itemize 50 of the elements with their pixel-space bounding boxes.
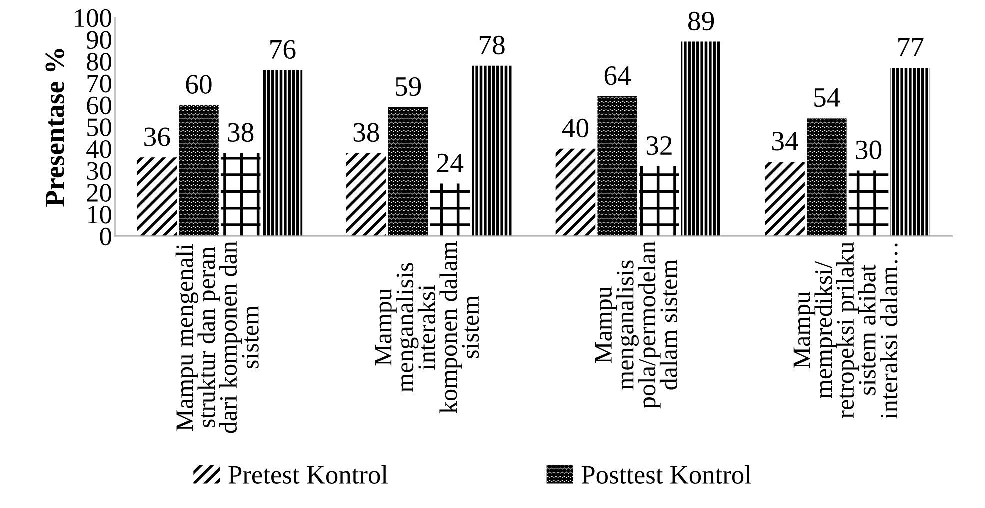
y-tick-label: 50: [88, 118, 112, 136]
data-label: 40: [562, 118, 589, 138]
data-label: 76: [270, 40, 296, 60]
bar: [598, 96, 638, 236]
data-label: 24: [437, 154, 464, 172]
legend-label: Pretest Kontrol: [228, 465, 388, 484]
bar: [681, 42, 722, 236]
bar: [137, 158, 177, 236]
y-tick-label: 10: [88, 206, 112, 224]
bar: [890, 68, 931, 236]
bar: [807, 118, 847, 236]
y-tick-label: 100: [75, 9, 112, 28]
bar: [220, 153, 261, 236]
bar: [388, 107, 428, 236]
data-label: 30: [856, 140, 882, 160]
data-label: 77: [898, 38, 924, 57]
y-tick-label: 40: [86, 140, 112, 158]
y-tick-label: 0: [100, 228, 112, 246]
x-tick-label: Mampu memprediksi/ retropeksi prilaku sistem akibat interaksi dalam…: [794, 242, 898, 419]
data-label: 36: [144, 128, 170, 146]
data-label: 38: [354, 123, 380, 142]
data-label: 59: [396, 77, 422, 96]
bar: [848, 170, 889, 236]
bar: [346, 153, 386, 236]
data-label: 34: [772, 132, 798, 151]
bar: [472, 66, 512, 236]
y-axis-title: Presentase %: [46, 49, 65, 207]
y-tick-label: 30: [87, 162, 112, 180]
data-label: 78: [480, 36, 505, 55]
bar: [430, 184, 470, 236]
y-tick-label: 60: [87, 96, 112, 115]
bar: [262, 70, 303, 236]
bar: [765, 162, 805, 236]
data-label: 54: [814, 88, 840, 108]
y-tick-label: 90: [86, 31, 112, 50]
data-label: 60: [186, 75, 212, 94]
y-tick-label: 70: [88, 74, 112, 93]
legend-label: Posttest Kontrol: [582, 465, 752, 484]
data-label: 38: [228, 123, 254, 142]
data-label: 89: [688, 12, 714, 31]
bar: [556, 148, 596, 236]
x-tick-label: Mampu menganalisis pola/permodelan dalam sistem: [595, 241, 678, 409]
data-label: 32: [646, 136, 672, 156]
y-tick-label: 80: [87, 53, 112, 71]
y-tick-label: 20: [87, 184, 112, 202]
data-label: 64: [604, 66, 632, 86]
bar: [179, 105, 219, 236]
x-tick-label: Mampu menganalisis interaksi komponen dalam sistem: [375, 241, 480, 414]
bar: [640, 166, 680, 236]
x-tick-label: Mampu mengenali struktur dan peran dari komponen dan sistem: [176, 241, 259, 434]
